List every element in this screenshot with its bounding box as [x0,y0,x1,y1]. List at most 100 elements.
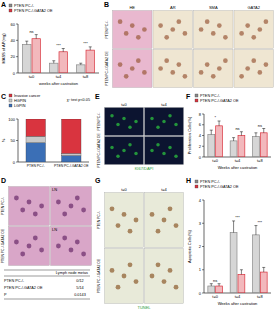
cell [110,268,115,273]
row-label: PTEN PC-/- [1,197,5,215]
error-bar [240,270,243,275]
cell [174,223,179,228]
x-axis-label: weeks after castration [39,81,78,86]
table-cell: 0.0143 [74,293,86,297]
cell [69,204,74,209]
plot-area [208,121,267,157]
row-label: PTEN PC-/- [97,113,101,131]
y-tick [202,200,204,201]
micrograph [105,108,144,136]
legend-label: LGPIN [14,104,26,108]
cell [162,218,167,223]
error-bar [79,63,82,65]
error-bar [25,41,28,44]
error-bar [240,132,243,136]
panel-label: F [186,93,191,100]
cell [116,155,119,158]
error-bar [218,121,221,126]
cell [75,196,80,201]
table-rule [4,299,90,300]
bar [32,39,40,73]
cell [39,248,44,253]
cell [183,74,188,79]
cell [170,27,175,32]
micrograph [153,50,193,88]
y-tick-label: 2 [199,244,202,249]
column-header: t=4 [161,102,167,107]
stain-label: KI67/DAPI [135,166,154,171]
cell [128,143,131,146]
bar [253,137,260,157]
legend-label: Invasive cancer [14,94,41,98]
micrograph [194,11,234,49]
x-tick-label: t=4 [56,74,62,79]
cell [110,206,115,211]
cell [56,200,61,205]
x-tick-label: t=0 [212,294,218,299]
micrograph [145,249,184,304]
legend-label: PTEN PC-/-GATA2 OE [200,99,239,103]
bar [260,133,267,157]
y-tick-label: 50 [11,138,16,143]
cell [124,31,129,36]
legend-label: PTEN PC-/- [200,94,221,98]
table-cell: PTEN PC-/- [4,279,25,283]
y-tick-label: 40 [11,38,16,43]
y-tick [16,73,18,74]
legend-label: HGPIN [14,99,26,103]
bar [260,272,267,293]
column-header: t=4 [161,187,167,192]
y-axis [18,24,19,73]
micrograph [145,193,184,248]
cell [142,70,147,75]
x-tick-label: t=8 [257,294,263,299]
cell [156,126,159,129]
x-tick-label: t=8 [257,158,263,163]
legend-swatch [9,9,12,12]
cell [122,274,127,279]
cell [174,123,177,126]
x-tick-label: t=0 [29,74,35,79]
cell [122,149,125,152]
cell [142,27,147,32]
cell [110,114,113,117]
plot-area [23,35,95,73]
cell [264,19,269,24]
cell [136,58,141,63]
panel-label: D [1,177,6,184]
cell [116,123,119,126]
significance: ns [235,126,239,131]
column-header: GATA2 [247,5,260,10]
cell [251,58,256,63]
bar-segment [61,119,81,153]
table-cell: P [4,293,7,297]
significance: *** [235,215,240,220]
cell [223,35,228,40]
y-tick-label: 4 [199,198,202,203]
y-tick [16,56,18,57]
cell [211,31,216,36]
panel-label: B [104,1,109,8]
cell [174,285,179,290]
column-header: t=0 [121,102,127,107]
error-bar [210,284,213,286]
y-tick [202,135,204,136]
cell [134,120,137,123]
y-tick-label: 0 [13,160,16,165]
cell [56,244,61,249]
cell [162,152,165,155]
plot-area [208,221,267,293]
x-tick-label: t=8 [83,74,89,79]
cell [168,206,173,211]
significance: ns [258,123,262,128]
y-tick-label: 3 [199,221,202,226]
cell [239,74,244,79]
micrograph [113,50,153,88]
cell [183,31,188,36]
micrograph [113,11,153,49]
micrograph [105,249,144,304]
x-tick-label: t=4 [235,158,241,163]
legend-label: PTEN PC-/-GATA2 OE [14,9,53,13]
cell [257,27,262,32]
cell [128,126,131,129]
